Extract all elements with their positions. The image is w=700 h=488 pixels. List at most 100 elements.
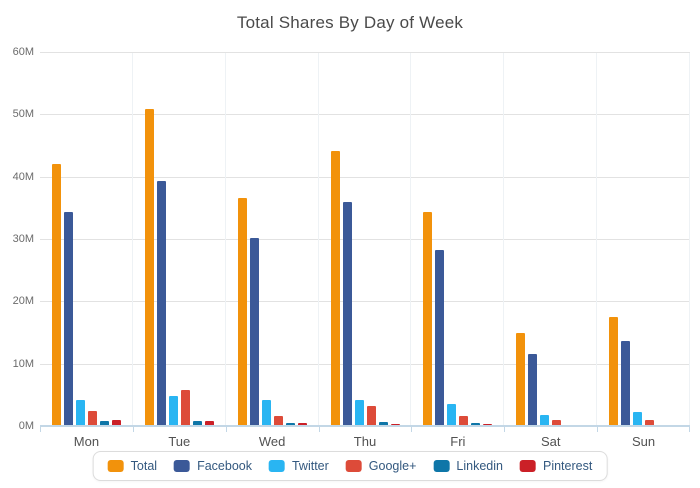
legend-label-twitter: Twitter <box>291 459 329 473</box>
bar-total-wed[interactable] <box>237 197 247 427</box>
x-axis-label-fri: Fri <box>450 434 466 449</box>
legend-item-linkedin[interactable]: Linkedin <box>433 459 503 473</box>
legend-swatch-pinterest-icon <box>519 460 536 472</box>
bar-googleplus-mon[interactable] <box>87 410 97 427</box>
category-separator <box>689 53 690 427</box>
bar-pinterest-mon[interactable] <box>111 419 121 427</box>
gridline-40m <box>40 176 690 178</box>
bar-twitter-mon[interactable] <box>75 399 85 427</box>
legend-label-total: Total <box>130 459 158 473</box>
bar-facebook-mon[interactable] <box>63 211 73 427</box>
bar-group-wed <box>226 53 319 427</box>
category-separator <box>503 53 505 427</box>
legend-label-linkedin: Linkedin <box>456 459 503 473</box>
x-axis-label-thu: Thu <box>353 434 377 449</box>
bar-total-fri[interactable] <box>423 211 433 427</box>
bar-googleplus-wed[interactable] <box>273 415 283 427</box>
bar-facebook-sun[interactable] <box>621 340 631 427</box>
legend-swatch-twitter-icon <box>268 460 285 472</box>
bar-facebook-sat[interactable] <box>528 354 538 427</box>
bar-linkedin-wed[interactable] <box>285 422 295 427</box>
legend-label-pinterest: Pinterest <box>542 459 593 473</box>
legend-item-googleplus[interactable]: Google+ <box>345 459 417 473</box>
bar-linkedin-thu[interactable] <box>378 422 388 427</box>
legend-item-total[interactable]: Total <box>107 459 158 473</box>
x-axis-label-mon: Mon <box>73 434 100 449</box>
x-axis-tick <box>504 427 506 432</box>
bar-linkedin-mon[interactable] <box>99 420 109 427</box>
bar-twitter-thu[interactable] <box>354 400 364 427</box>
bar-twitter-fri[interactable] <box>447 403 457 427</box>
bar-twitter-sun[interactable] <box>633 412 643 427</box>
y-axis-label-10m: 10M <box>12 357 34 370</box>
legend: Total Facebook Twitter Google+ Linkedin Pinte… <box>92 451 608 481</box>
y-axis-label-50m: 50M <box>12 108 34 121</box>
x-axis-tick <box>40 427 41 432</box>
bar-googleplus-tue[interactable] <box>180 390 190 427</box>
category-separator <box>131 53 133 427</box>
gridline-20m <box>40 301 690 303</box>
bar-total-thu[interactable] <box>330 150 340 427</box>
legend-item-pinterest[interactable]: Pinterest <box>519 459 593 473</box>
x-axis-tick <box>318 427 320 432</box>
y-axis: 0M 10M 20M 30M 40M 50M 60M <box>0 46 34 432</box>
bar-googleplus-sat[interactable] <box>552 420 562 427</box>
legend-item-twitter[interactable]: Twitter <box>268 459 329 473</box>
bar-group-sun <box>597 53 690 427</box>
y-axis-label-30m: 30M <box>12 233 34 245</box>
bar-facebook-thu[interactable] <box>342 201 352 427</box>
x-axis: Mon Tue Wed Thu Fri Sat Sun <box>40 434 690 449</box>
category-separator <box>596 53 598 427</box>
gridline-0m <box>40 425 690 427</box>
bar-facebook-wed[interactable] <box>249 237 259 427</box>
bar-twitter-sat[interactable] <box>540 415 550 427</box>
x-axis-tick <box>411 427 413 432</box>
bar-facebook-tue[interactable] <box>156 180 166 427</box>
bar-group-thu <box>319 53 412 427</box>
y-axis-label-0m: 0M <box>18 420 34 432</box>
bar-total-mon[interactable] <box>51 163 61 427</box>
bar-groups <box>40 53 690 427</box>
bar-group-fri <box>411 53 504 427</box>
legend-item-facebook[interactable]: Facebook <box>174 459 252 473</box>
bar-googleplus-fri[interactable] <box>459 415 469 427</box>
bar-twitter-wed[interactable] <box>261 400 271 427</box>
y-axis-label-20m: 20M <box>12 295 34 308</box>
bar-total-sat[interactable] <box>516 332 526 427</box>
bar-googleplus-sun[interactable] <box>645 419 655 427</box>
y-axis-label-40m: 40M <box>12 170 34 183</box>
legend-label-googleplus: Google+ <box>368 459 417 473</box>
gridline-50m <box>40 114 690 116</box>
category-separator <box>224 53 226 427</box>
gridline-60m <box>40 52 690 53</box>
x-axis-label-sun: Sun <box>632 434 656 449</box>
x-axis-tick <box>689 427 690 432</box>
x-axis-tick <box>225 427 227 432</box>
category-separator <box>410 53 412 427</box>
category-separator <box>317 53 319 427</box>
bar-twitter-tue[interactable] <box>168 396 178 427</box>
x-axis-tick <box>132 427 134 432</box>
bar-total-sun[interactable] <box>609 317 619 427</box>
bar-total-tue[interactable] <box>144 109 154 427</box>
chart-title: Total Shares By Day of Week <box>236 13 464 32</box>
gridline-10m <box>40 363 690 365</box>
x-axis-label-tue: Tue <box>168 434 191 449</box>
plot-area <box>40 52 690 432</box>
x-axis-label-wed: Wed <box>258 434 286 449</box>
bar-googleplus-thu[interactable] <box>366 405 376 427</box>
bar-facebook-fri[interactable] <box>435 249 445 427</box>
bar-group-sat <box>504 53 597 427</box>
legend-swatch-total-icon <box>107 460 124 472</box>
gridline-30m <box>40 239 690 240</box>
legend-swatch-facebook-icon <box>174 460 191 472</box>
legend-label-facebook: Facebook <box>197 459 252 473</box>
x-axis-tick <box>597 427 599 432</box>
bar-linkedin-tue[interactable] <box>192 420 202 427</box>
bar-pinterest-tue[interactable] <box>204 421 214 427</box>
bar-group-mon <box>40 53 133 427</box>
x-axis-label-sat: Sat <box>540 434 561 449</box>
bar-group-tue <box>133 53 226 427</box>
legend-swatch-linkedin-icon <box>433 460 450 472</box>
